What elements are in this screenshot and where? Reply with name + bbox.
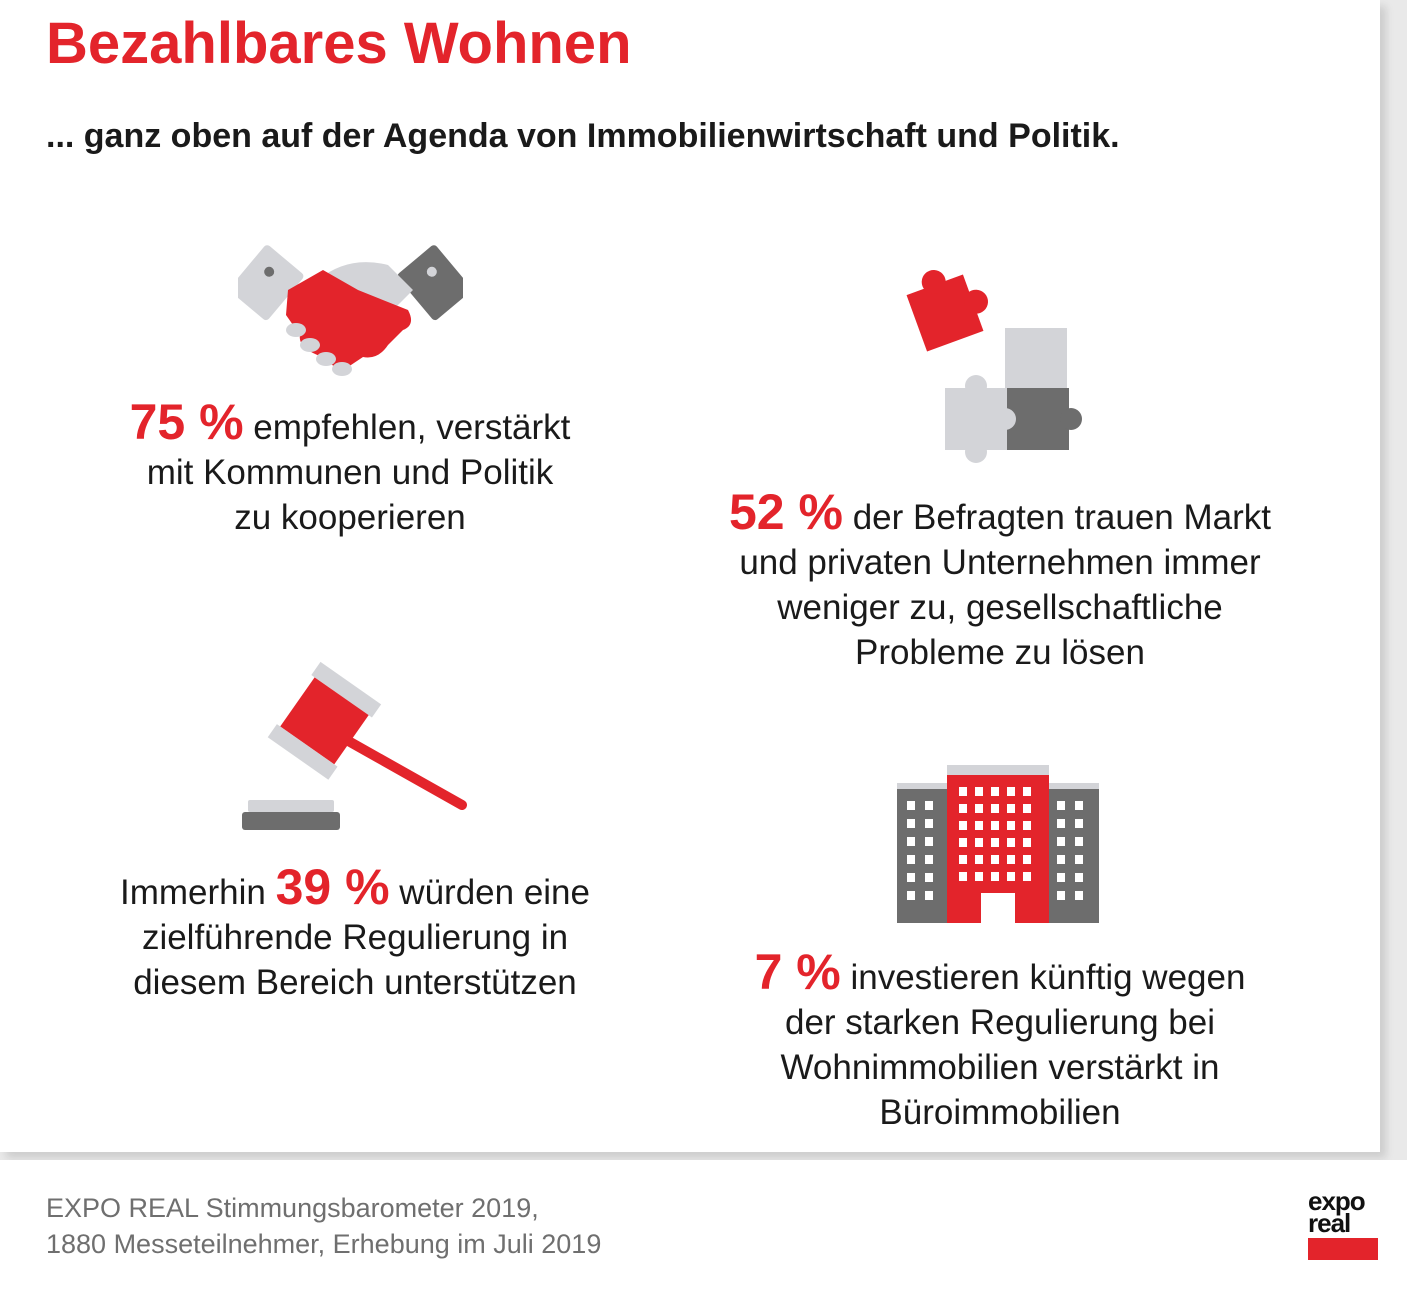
stat-value: 39 % (275, 859, 390, 915)
building-window (959, 787, 967, 796)
building-window (1075, 819, 1083, 828)
building-window (959, 838, 967, 847)
stat-trust: 52 % der Befragten trauen Markt und priv… (690, 487, 1310, 675)
stat-value: 75 % (129, 394, 244, 450)
stat-text-line: zu kooperieren (234, 498, 466, 537)
building-window (959, 804, 967, 813)
office-building-icon (897, 765, 1099, 923)
stat-text-line: und privaten Unternehmen immer (739, 543, 1261, 582)
building-window (925, 819, 933, 828)
puzzle-icon (906, 269, 1082, 463)
building-window (1057, 891, 1065, 900)
infographic-card (0, 0, 1380, 1152)
building-window (907, 801, 915, 810)
building-window (991, 855, 999, 864)
page-subtitle: ... ganz oben auf der Agenda von Immobil… (46, 117, 1120, 155)
stat-cooperation: 75 % empfehlen, verstärkt mit Kommunen u… (80, 397, 620, 540)
building-window (925, 801, 933, 810)
building-window (1057, 801, 1065, 810)
stat-prefix: Immerhin (119, 873, 266, 912)
stat-regulation: Immerhin 39 % würden eine zielführende R… (60, 862, 650, 1005)
building-window (1057, 855, 1065, 864)
building-window (975, 821, 983, 830)
building-window (925, 855, 933, 864)
building-window (1075, 891, 1083, 900)
building-window (959, 821, 967, 830)
building-window (1007, 855, 1015, 864)
building-window (991, 804, 999, 813)
source-note: EXPO REAL Stimmungsbarometer 2019, 1880 … (46, 1190, 601, 1262)
expo-real-logo: expo real (1308, 1186, 1378, 1260)
page-title: Bezahlbares Wohnen (46, 11, 632, 76)
logo-red-bar (1308, 1238, 1378, 1260)
building-window (975, 787, 983, 796)
logo-word-real: real (1308, 1208, 1351, 1238)
building-window (1023, 821, 1031, 830)
building-window (1075, 837, 1083, 846)
building-window (907, 837, 915, 846)
stat-text-line: Wohnimmobilien verstärkt in (780, 1048, 1220, 1087)
building-window (1057, 837, 1065, 846)
building-window (975, 804, 983, 813)
gavel-icon (242, 661, 467, 830)
stat-text-line: würden eine (399, 873, 590, 912)
building-window (1023, 804, 1031, 813)
source-brand: EXPO REAL (46, 1193, 199, 1223)
stat-text-line: diesem Bereich unterstützen (133, 963, 577, 1002)
building-window (1023, 787, 1031, 796)
stat-text-line: der Befragten trauen Markt (852, 498, 1271, 537)
building-window (1023, 872, 1031, 881)
building-window (907, 819, 915, 828)
building-window (1057, 819, 1065, 828)
logo-word-expo: expo (1308, 1186, 1366, 1216)
stat-text-line: der starken Regulierung bei (785, 1003, 1215, 1042)
building-window (991, 872, 999, 881)
building-window (925, 837, 933, 846)
stat-text-line: Büroimmobilien (879, 1093, 1121, 1132)
handshake-icon (238, 245, 463, 376)
building-window (975, 855, 983, 864)
building-window (1075, 801, 1083, 810)
building-window (1007, 872, 1015, 881)
building-window (925, 891, 933, 900)
building-window (907, 891, 915, 900)
stat-value: 7 % (754, 944, 841, 1000)
building-window (991, 787, 999, 796)
stat-text-line: weniger zu, gesellschaftliche (777, 588, 1223, 627)
stat-value: 52 % (729, 484, 843, 540)
building-window (907, 855, 915, 864)
building-window (975, 838, 983, 847)
building-window (1007, 838, 1015, 847)
building-window (1057, 873, 1065, 882)
building-window (1075, 873, 1083, 882)
stat-text-line: Probleme zu lösen (855, 633, 1145, 672)
stat-text-line: investieren künftig wegen (850, 958, 1246, 997)
building-window (991, 838, 999, 847)
building-window (1023, 838, 1031, 847)
footer-band (0, 1160, 1407, 1290)
building-window (925, 873, 933, 882)
stat-text-line: mit Kommunen und Politik (146, 453, 554, 492)
source-line-2: 1880 Messeteilnehmer, Erhebung im Juli 2… (46, 1229, 602, 1259)
stat-text-line: zielführende Regulierung in (141, 918, 569, 957)
building-window (959, 855, 967, 864)
building-window (1007, 787, 1015, 796)
building-window (975, 872, 983, 881)
building-window (1023, 855, 1031, 864)
building-window (1007, 821, 1015, 830)
source-line-1: Stimmungsbarometer 2019, (198, 1193, 539, 1223)
stat-text-line: empfehlen, verstärkt (253, 408, 571, 447)
building-window (907, 873, 915, 882)
building-window (959, 872, 967, 881)
building-window (1075, 855, 1083, 864)
building-window (1007, 804, 1015, 813)
stat-investment: 7 % investieren künftig wegen der starke… (700, 947, 1300, 1135)
building-window (991, 821, 999, 830)
